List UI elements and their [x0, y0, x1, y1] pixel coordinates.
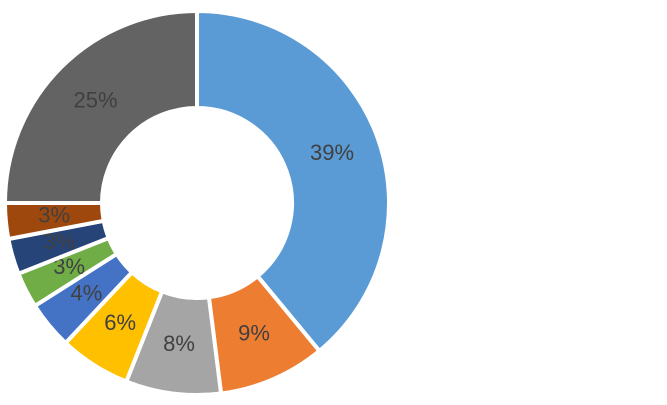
slice-label: 8%	[163, 331, 195, 356]
slice-label: 3%	[38, 202, 70, 227]
slice-label: 25%	[74, 87, 118, 112]
chart: 39%9%8%6%4%3%3%3%25%	[2, 8, 391, 395]
slice-label: 6%	[104, 310, 136, 335]
slice-label: 39%	[310, 140, 354, 165]
slice	[195, 8, 391, 354]
slice	[2, 8, 199, 205]
slice-label: 9%	[238, 321, 270, 346]
slice-label: 4%	[71, 280, 103, 305]
